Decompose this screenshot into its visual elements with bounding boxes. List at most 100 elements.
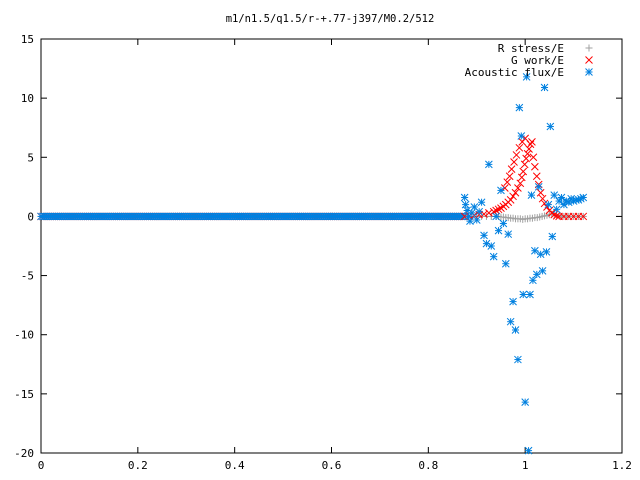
data-point <box>523 149 532 158</box>
data-point <box>506 317 515 326</box>
data-point <box>475 207 484 216</box>
data-marks <box>37 72 588 455</box>
data-point <box>472 216 481 224</box>
data-point <box>542 248 551 256</box>
data-point <box>492 206 500 215</box>
data-point <box>497 186 505 195</box>
data-point <box>519 290 528 299</box>
data-point <box>550 191 559 199</box>
data-point <box>579 212 588 221</box>
data-point <box>512 151 521 159</box>
data-point <box>485 209 493 217</box>
data-point <box>516 179 525 188</box>
x-tick-label: 0 <box>38 459 45 472</box>
data-point <box>499 219 508 228</box>
x-tick-label: 1.2 <box>612 459 632 472</box>
data-point <box>494 226 503 235</box>
y-tick-label: 0 <box>27 210 34 223</box>
data-point <box>466 217 474 226</box>
data-point <box>509 192 517 201</box>
chart-title: m1/n1.5/q1.5/r-+.77-j397/M0.2/512 <box>226 13 435 25</box>
data-point <box>517 132 526 140</box>
data-point <box>461 200 470 209</box>
data-point <box>529 153 538 162</box>
y-tick-label: -10 <box>14 329 34 342</box>
data-point <box>536 188 545 197</box>
data-point <box>544 200 553 209</box>
axes: 0 0.2 0.4 0.6 0.8 1 1.2 15 10 5 0 -5 -10 -15 -20 <box>14 33 632 472</box>
data-point <box>579 193 588 202</box>
y-tick-label: -15 <box>14 388 34 401</box>
data-point <box>485 160 493 169</box>
data-point <box>515 143 524 152</box>
data-point <box>489 252 498 261</box>
legend-marker <box>585 68 593 76</box>
x-tick-label: 1 <box>522 459 529 472</box>
data-point <box>503 178 512 186</box>
data-point <box>504 230 513 239</box>
data-point <box>526 290 534 299</box>
data-point <box>522 154 530 163</box>
data-point <box>514 355 522 364</box>
legend-marker <box>585 44 593 52</box>
data-point <box>507 165 516 173</box>
data-point <box>477 198 486 207</box>
data-point <box>505 172 514 181</box>
data-point <box>525 145 533 153</box>
data-point <box>548 232 557 241</box>
data-point <box>534 183 543 191</box>
x-tick-label: 0.2 <box>128 459 148 472</box>
legend-label: G work/E <box>511 54 564 67</box>
plot-frame <box>40 38 623 454</box>
data-point <box>515 103 524 112</box>
data-point <box>460 193 469 202</box>
data-point <box>501 259 510 268</box>
data-point <box>532 172 541 181</box>
data-point <box>520 160 529 169</box>
legend-label: R stress/E <box>498 42 564 55</box>
data-point <box>538 194 547 203</box>
y-tick-label: 5 <box>27 151 34 164</box>
data-point <box>530 162 539 171</box>
data-point <box>494 205 503 214</box>
data-point <box>524 446 533 455</box>
data-point <box>538 266 547 275</box>
data-point <box>552 211 561 220</box>
x-tick-label: 0.6 <box>322 459 342 472</box>
data-point <box>511 188 520 197</box>
y-tick-label: 15 <box>21 33 34 46</box>
data-point <box>521 398 530 406</box>
data-point <box>519 167 528 176</box>
series-1 <box>460 134 588 221</box>
data-point <box>528 138 536 146</box>
data-point <box>468 209 476 217</box>
data-point <box>506 196 515 204</box>
data-point <box>532 270 541 279</box>
legend-marker <box>585 56 593 64</box>
x-tick-label: 0.8 <box>418 459 438 472</box>
zero-band <box>37 212 468 221</box>
data-point <box>511 326 520 334</box>
zero-band-star <box>37 212 468 221</box>
legend-label: Acoustic flux/E <box>465 66 564 79</box>
data-point <box>557 193 566 202</box>
data-point <box>522 72 531 81</box>
data-point <box>487 242 496 250</box>
data-point <box>480 231 488 240</box>
data-point <box>492 212 500 221</box>
data-point <box>546 122 555 131</box>
data-point <box>517 173 526 182</box>
y-tick-label: -5 <box>21 270 34 283</box>
y-tick-label: 10 <box>21 92 34 105</box>
y-tick-label: -20 <box>14 447 34 460</box>
data-point <box>529 276 537 285</box>
x-tick-label: 0.4 <box>225 459 245 472</box>
data-point <box>514 184 522 192</box>
data-point <box>510 158 518 166</box>
data-point <box>509 297 517 306</box>
data-point <box>530 246 539 255</box>
data-point <box>527 191 536 199</box>
data-point <box>552 205 561 214</box>
